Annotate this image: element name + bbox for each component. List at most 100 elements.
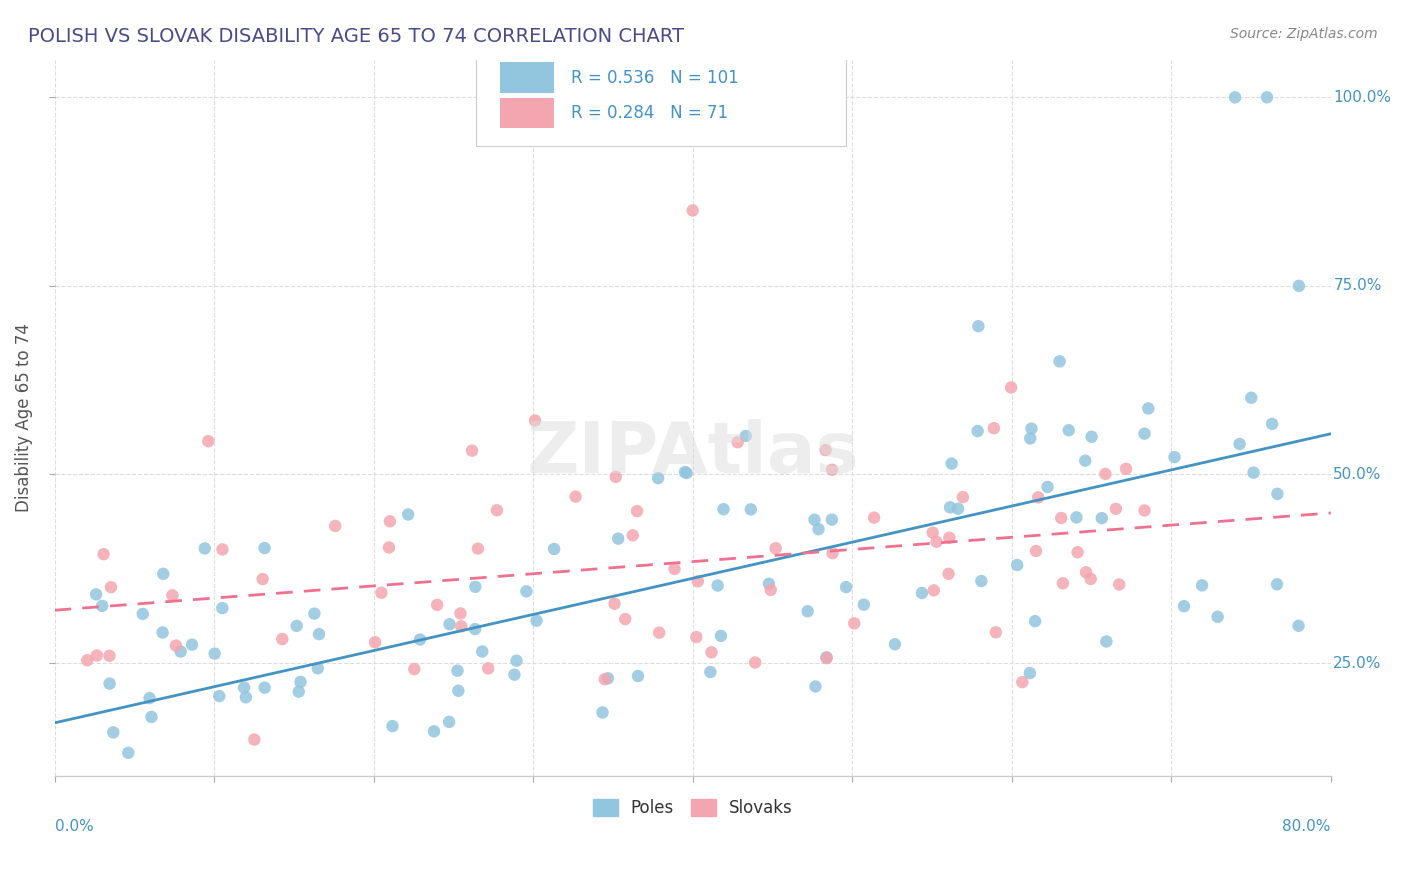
Poles <box>1288 619 1310 633</box>
Slovaks <box>100 580 122 594</box>
Poles <box>1036 480 1059 494</box>
Slovaks <box>1066 545 1088 559</box>
Slovaks <box>485 503 508 517</box>
Poles <box>883 637 905 651</box>
Text: ZIPAtlas: ZIPAtlas <box>526 419 859 488</box>
Poles <box>132 607 155 621</box>
Text: R = 0.284   N = 71: R = 0.284 N = 71 <box>571 104 728 122</box>
Slovaks <box>938 566 960 581</box>
Poles <box>967 319 990 334</box>
Poles <box>1074 453 1097 467</box>
Poles <box>1243 466 1265 480</box>
Poles <box>1265 577 1288 591</box>
Poles <box>503 667 526 681</box>
Poles <box>515 584 537 599</box>
Poles <box>1173 599 1195 614</box>
Poles <box>1133 426 1156 441</box>
Slovaks <box>686 574 709 589</box>
FancyBboxPatch shape <box>501 98 554 128</box>
Poles <box>253 681 276 695</box>
Poles <box>117 746 139 760</box>
Slovaks <box>524 413 547 427</box>
Poles <box>169 644 191 658</box>
Slovaks <box>605 470 627 484</box>
Text: 80.0%: 80.0% <box>1282 819 1331 834</box>
FancyBboxPatch shape <box>501 62 554 93</box>
Poles <box>194 541 217 556</box>
Slovaks <box>1133 503 1156 517</box>
Poles <box>208 689 231 703</box>
Text: 50.0%: 50.0% <box>1333 467 1382 482</box>
Poles <box>911 586 934 600</box>
Poles <box>807 522 830 536</box>
Slovaks <box>211 542 233 557</box>
Poles <box>526 614 548 628</box>
Slovaks <box>364 635 387 649</box>
Slovaks <box>621 528 644 542</box>
Poles <box>1267 487 1289 501</box>
Poles <box>437 714 460 729</box>
Slovaks <box>744 656 766 670</box>
Poles <box>211 601 233 615</box>
Slovaks <box>378 541 401 555</box>
Slovaks <box>1115 462 1137 476</box>
Slovaks <box>1074 566 1097 580</box>
Slovaks <box>821 546 844 560</box>
Slovaks <box>678 791 700 805</box>
Poles <box>1024 614 1046 628</box>
Poles <box>103 725 125 739</box>
Poles <box>1206 609 1229 624</box>
Poles <box>758 576 780 591</box>
Poles <box>815 650 838 665</box>
Slovaks <box>983 421 1005 435</box>
Slovaks <box>1105 501 1128 516</box>
Poles <box>966 424 988 438</box>
Poles <box>464 580 486 594</box>
Slovaks <box>984 625 1007 640</box>
Poles <box>66 810 89 824</box>
Slovaks <box>1026 491 1049 505</box>
Poles <box>422 778 444 792</box>
Poles <box>607 532 630 546</box>
Poles <box>152 625 174 640</box>
Poles <box>699 665 721 679</box>
Slovaks <box>844 616 866 631</box>
Poles <box>939 500 962 515</box>
Poles <box>647 471 669 485</box>
Slovaks <box>682 203 704 218</box>
Slovaks <box>700 645 723 659</box>
Poles <box>1095 634 1118 648</box>
Poles <box>1057 423 1080 437</box>
Slovaks <box>921 525 943 540</box>
Text: 75.0%: 75.0% <box>1333 278 1382 293</box>
Text: 25.0%: 25.0% <box>1333 656 1382 671</box>
Poles <box>290 674 312 689</box>
Poles <box>446 664 468 678</box>
Poles <box>233 681 256 695</box>
Poles <box>308 627 330 641</box>
Poles <box>1240 391 1263 405</box>
Poles <box>235 690 257 705</box>
Legend: Poles, Slovaks: Poles, Slovaks <box>583 790 801 825</box>
Slovaks <box>614 612 637 626</box>
Slovaks <box>1025 544 1047 558</box>
Poles <box>1288 279 1310 293</box>
Poles <box>710 629 733 643</box>
Slovaks <box>925 534 948 549</box>
Slovaks <box>1080 572 1102 586</box>
Poles <box>1019 432 1042 446</box>
Poles <box>673 465 696 479</box>
Poles <box>1163 450 1185 464</box>
Slovaks <box>1108 577 1130 591</box>
Poles <box>98 676 121 690</box>
Slovaks <box>370 586 392 600</box>
Slovaks <box>323 519 346 533</box>
Slovaks <box>1094 467 1116 481</box>
Poles <box>1049 354 1071 368</box>
Text: R = 0.536   N = 101: R = 0.536 N = 101 <box>571 69 740 87</box>
Poles <box>1191 578 1213 592</box>
Poles <box>141 710 163 724</box>
Poles <box>852 598 875 612</box>
Poles <box>627 669 650 683</box>
Poles <box>1256 90 1278 104</box>
